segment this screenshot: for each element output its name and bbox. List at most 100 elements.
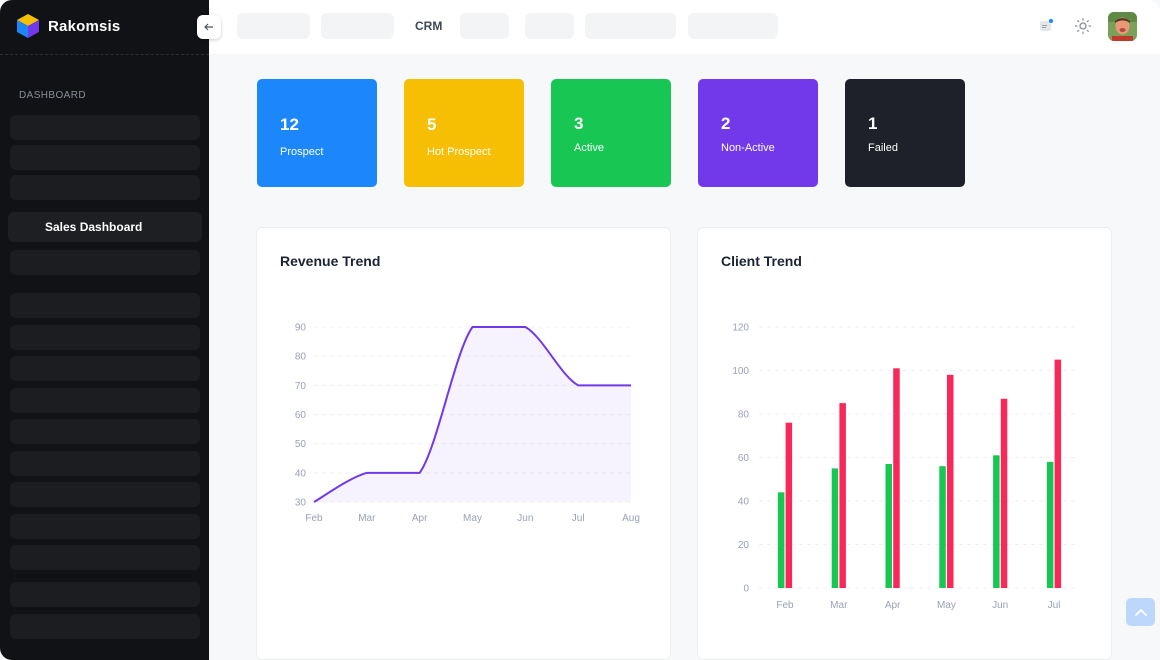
y-tick-label: 70 [295, 381, 307, 392]
revenue-line [313, 325, 631, 503]
bar-series-2 [785, 422, 793, 588]
sun-icon[interactable] [1074, 17, 1092, 35]
sidebar-item[interactable] [10, 482, 200, 507]
stat-label: Active [574, 142, 604, 154]
sidebar-item[interactable] [10, 388, 200, 413]
sidebar-section-title: DASHBOARD [19, 90, 86, 101]
y-tick-label: 0 [743, 584, 749, 595]
sidebar-item[interactable] [10, 293, 200, 318]
stat-card-non-active[interactable]: 2 Non-Active [698, 79, 818, 187]
sidebar-item[interactable] [10, 145, 200, 170]
bar-series-2 [1000, 398, 1008, 588]
sidebar-item[interactable] [10, 356, 200, 381]
y-tick-label: 60 [738, 453, 750, 464]
stat-card-prospect[interactable]: 12 Prospect [257, 79, 377, 187]
x-tick-label: Apr [885, 600, 901, 611]
bar-series-1 [831, 468, 839, 588]
logo-icon [17, 14, 39, 38]
x-tick-label: Feb [305, 513, 323, 524]
y-tick-label: 60 [295, 410, 307, 421]
stat-value: 5 [427, 115, 437, 134]
revenue-point [577, 384, 579, 386]
x-tick-label: Feb [776, 600, 794, 611]
y-tick-label: 50 [295, 439, 307, 450]
revenue-point [524, 326, 526, 328]
scroll-to-top-button[interactable] [1126, 598, 1155, 626]
y-tick-label: 80 [295, 352, 307, 363]
x-tick-label: May [463, 513, 482, 524]
chevron-up-icon [1134, 608, 1147, 616]
sidebar: Rakomsis DASHBOARD Sales Dashboard [0, 0, 209, 660]
stat-label: Non-Active [721, 142, 775, 154]
bar-series-2 [893, 368, 900, 588]
y-tick-label: 120 [732, 323, 749, 334]
x-tick-label: Apr [412, 513, 428, 524]
y-tick-label: 20 [738, 540, 750, 551]
y-tick-label: 90 [295, 323, 307, 334]
bar-series-1 [993, 455, 1000, 588]
y-tick-label: 30 [295, 498, 307, 509]
sidebar-item-sales-dashboard[interactable]: Sales Dashboard [8, 212, 202, 242]
stat-label: Failed [868, 142, 898, 154]
revenue-trend-panel: 30 40 50 60 70 80 90 Feb Mar Apr May Jun Jul Aug Reve… [256, 227, 671, 660]
stat-card-hot-prospect[interactable]: 5 Hot Prospect [404, 79, 524, 187]
sidebar-item[interactable] [10, 175, 200, 200]
revenue-point [313, 501, 315, 503]
arrow-left-icon [204, 23, 213, 31]
revenue-area-fill [314, 327, 631, 502]
sidebar-item[interactable] [10, 514, 200, 539]
sidebar-item[interactable] [10, 325, 200, 350]
sidebar-item[interactable] [10, 419, 200, 444]
revenue-point [366, 472, 368, 474]
top-menu-item[interactable] [460, 13, 509, 39]
client-trend-panel: 0 20 40 60 80 100 120 Feb Mar Apr May Jun Jul Client… [697, 227, 1112, 660]
revenue-point [630, 384, 632, 386]
stat-value: 3 [574, 114, 584, 133]
top-menu-item[interactable] [525, 13, 574, 39]
sidebar-item[interactable] [10, 545, 200, 570]
bar-series-2 [839, 403, 846, 588]
x-tick-label: Aug [622, 513, 640, 524]
x-tick-label: Jun [992, 600, 1008, 611]
x-tick-label: May [937, 600, 956, 611]
x-tick-label: Mar [830, 600, 848, 611]
sidebar-collapse-button[interactable] [197, 15, 221, 39]
brand[interactable]: Rakomsis [16, 12, 120, 40]
message-notification-icon[interactable] [1037, 17, 1055, 35]
bar-series-1 [777, 492, 785, 588]
stat-card-active[interactable]: 3 Active [551, 79, 671, 187]
stat-label: Hot Prospect [427, 146, 491, 158]
revenue-trend-chart: 30 40 50 60 70 80 90 Feb Mar Apr May Jun Jul Aug [295, 323, 640, 525]
bar-series-2 [1054, 359, 1062, 588]
sidebar-divider [0, 54, 209, 55]
sidebar-item[interactable] [10, 582, 200, 607]
top-menu-item[interactable] [237, 13, 310, 39]
stat-card-failed[interactable]: 1 Failed [845, 79, 965, 187]
app-name: Rakomsis [48, 17, 121, 35]
sidebar-item-label: Sales Dashboard [45, 220, 143, 234]
stat-label: Prospect [280, 146, 324, 158]
revenue-point [418, 472, 420, 474]
revenue-point [471, 326, 473, 328]
y-tick-label: 80 [738, 410, 750, 421]
sidebar-item[interactable] [10, 451, 200, 476]
top-menu-item[interactable] [688, 13, 778, 39]
top-menu-item[interactable] [321, 13, 394, 39]
bar-series-2 [947, 374, 954, 588]
x-tick-label: Jul [1048, 600, 1061, 611]
panel-title: Revenue Trend [280, 253, 381, 269]
top-menu-item[interactable] [585, 13, 676, 39]
x-tick-label: Mar [358, 513, 376, 524]
sidebar-item[interactable] [10, 115, 200, 140]
bar-series-1 [1046, 461, 1054, 588]
stat-value: 1 [868, 114, 878, 133]
stat-value: 2 [721, 114, 731, 133]
avatar-image [1108, 12, 1137, 41]
sidebar-item[interactable] [10, 250, 200, 275]
x-tick-label: Jul [572, 513, 585, 524]
user-avatar[interactable] [1108, 12, 1137, 41]
panel-title: Client Trend [721, 253, 802, 269]
x-tick-label: Jun [517, 513, 533, 524]
sidebar-item[interactable] [10, 614, 200, 639]
top-menu-crm[interactable]: CRM [415, 19, 443, 33]
